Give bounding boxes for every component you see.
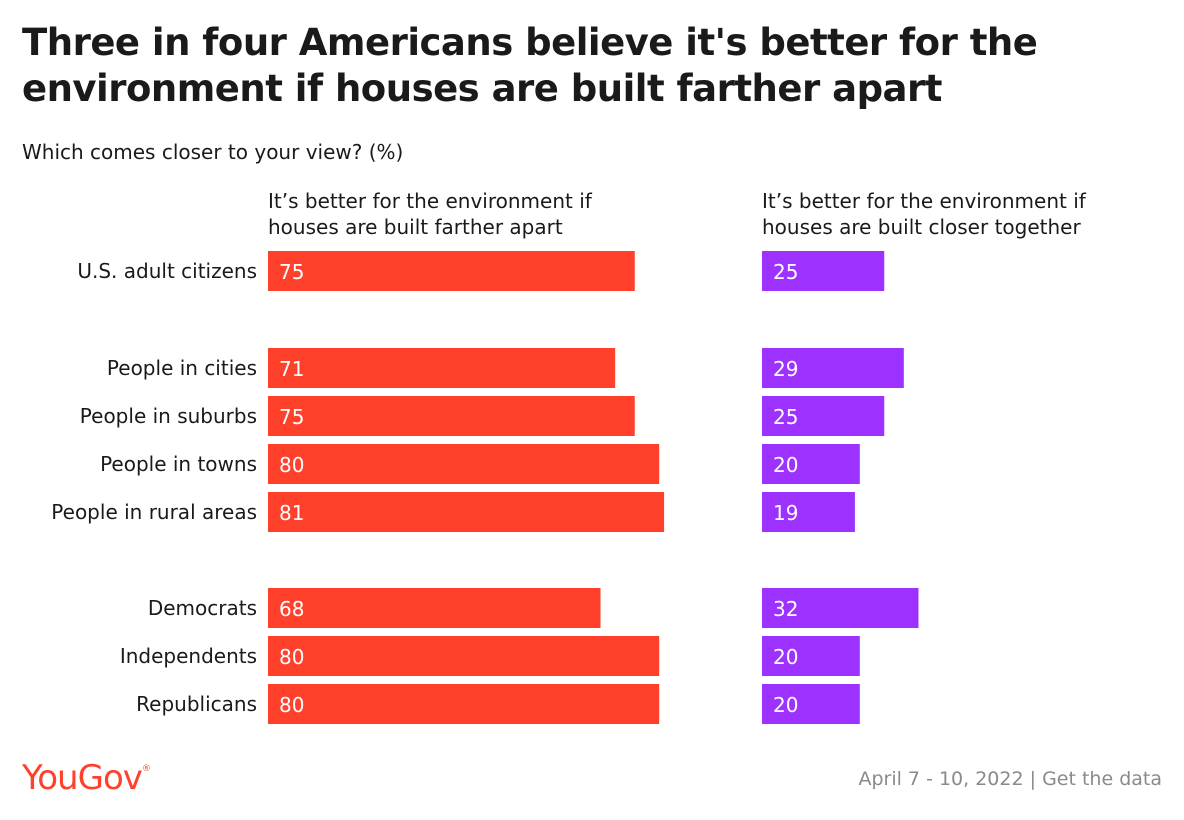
bar-farther — [268, 588, 601, 628]
bar-closer — [762, 444, 860, 484]
series-header-closer: It’s better for the environment if house… — [762, 189, 1086, 239]
category-label: Democrats — [148, 596, 257, 620]
data-label-closer: 32 — [773, 597, 798, 621]
data-label-closer: 20 — [773, 453, 798, 477]
get-the-data-link[interactable]: Get the data — [1042, 768, 1162, 790]
bar-farther — [268, 444, 660, 484]
category-label: People in towns — [100, 452, 257, 476]
data-label-closer: 20 — [773, 693, 798, 717]
series-header-farther: It’s better for the environment if house… — [268, 189, 592, 239]
data-label-farther: 80 — [279, 645, 304, 669]
yougov-logo: YouGov® — [22, 758, 151, 798]
data-label-closer: 25 — [773, 260, 798, 284]
footer-source: April 7 - 10, 2022 | Get the data — [858, 768, 1162, 790]
chart-subtitle: Which comes closer to your view? (%) — [22, 140, 404, 164]
category-label: People in suburbs — [80, 404, 257, 428]
category-label: People in cities — [107, 356, 257, 380]
bar-closer — [762, 588, 919, 628]
bar-farther — [268, 396, 635, 436]
bar-closer — [762, 684, 860, 724]
bar-farther — [268, 684, 660, 724]
chart-title: Three in four Americans believe it's bet… — [22, 21, 1038, 110]
data-label-closer: 25 — [773, 405, 798, 429]
data-label-farther: 75 — [279, 260, 304, 284]
data-label-farther: 75 — [279, 405, 304, 429]
survey-date: April 7 - 10, 2022 — [858, 768, 1024, 790]
category-label: People in rural areas — [51, 500, 257, 524]
bar-farther — [268, 251, 635, 291]
bar-closer — [762, 396, 885, 436]
category-label: Independents — [120, 644, 257, 668]
category-label: U.S. adult citizens — [77, 259, 257, 283]
data-label-closer: 20 — [773, 645, 798, 669]
bar-closer — [762, 636, 860, 676]
bar-closer — [762, 492, 855, 532]
bar-farther — [268, 492, 665, 532]
category-label: Republicans — [136, 692, 257, 716]
data-label-farther: 80 — [279, 453, 304, 477]
data-label-closer: 29 — [773, 357, 798, 381]
bar-farther — [268, 636, 660, 676]
data-label-farther: 68 — [279, 597, 304, 621]
bar-closer — [762, 348, 904, 388]
data-label-farther: 80 — [279, 693, 304, 717]
bar-farther — [268, 348, 616, 388]
data-label-farther: 81 — [279, 501, 304, 525]
data-label-closer: 19 — [773, 501, 798, 525]
data-label-farther: 71 — [279, 357, 304, 381]
footer-separator: | — [1029, 768, 1037, 790]
bar-closer — [762, 251, 885, 291]
